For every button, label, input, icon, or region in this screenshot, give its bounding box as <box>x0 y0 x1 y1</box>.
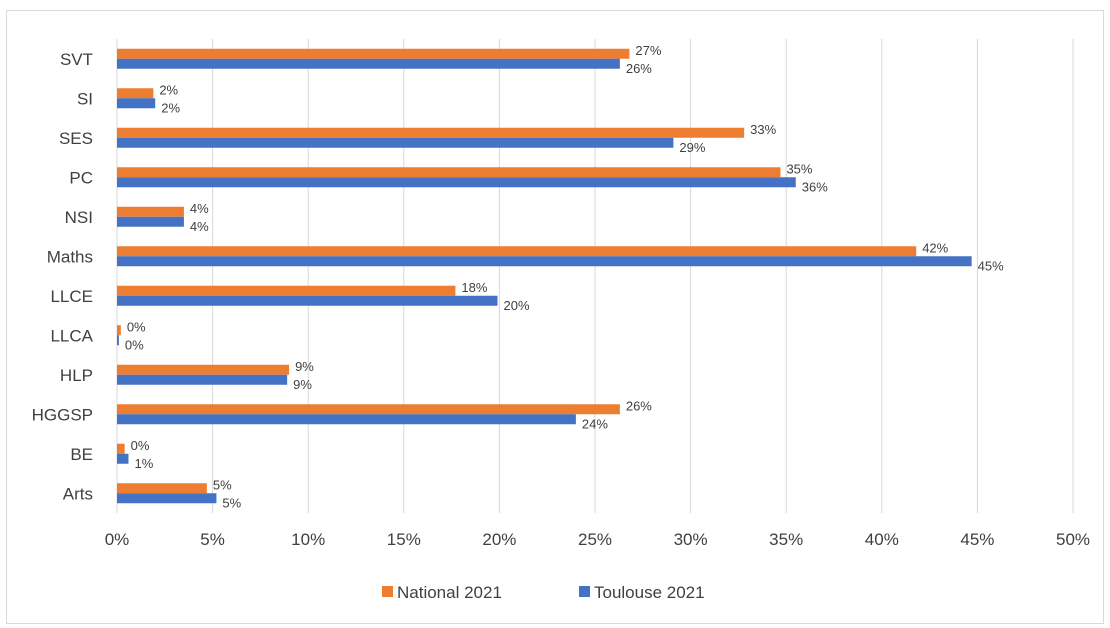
data-label: 27% <box>635 43 661 58</box>
x-tick-label: 5% <box>200 530 225 549</box>
data-label: 26% <box>626 398 652 413</box>
legend-swatch <box>382 586 393 597</box>
data-label: 2% <box>161 100 180 115</box>
category-label: NSI <box>65 208 93 227</box>
category-label: LLCE <box>50 287 93 306</box>
data-label: 29% <box>679 140 705 155</box>
category-label: SI <box>77 89 93 108</box>
bar-national <box>117 443 125 454</box>
category-labels: Arts BE HGGSP HLP LLCA LLCE Maths NSI PC SES SI SVT <box>32 50 94 504</box>
bar-toulouse <box>117 137 674 148</box>
bar-toulouse <box>117 98 156 109</box>
category-label: Arts <box>63 484 93 503</box>
bar-chart: Arts BE HGGSP HLP LLCA LLCE Maths NSI PC SES SI SVT… <box>32 39 1090 602</box>
data-label: 4% <box>190 219 209 234</box>
x-tick-label: 35% <box>769 530 803 549</box>
data-label: 0% <box>125 337 144 352</box>
x-tick-label: 0% <box>105 530 130 549</box>
x-tick-label: 45% <box>960 530 994 549</box>
bar-national <box>117 325 121 336</box>
data-label: 33% <box>750 122 776 137</box>
x-tick-label: 40% <box>865 530 899 549</box>
data-label: 9% <box>293 377 312 392</box>
data-label: 26% <box>626 61 652 76</box>
bar-toulouse <box>117 216 184 227</box>
x-tick-label: 50% <box>1056 530 1090 549</box>
category-label: BE <box>70 445 93 464</box>
bar-national <box>117 167 781 178</box>
x-tick-label: 15% <box>387 530 421 549</box>
category-label: HGGSP <box>32 405 93 424</box>
bar-national <box>117 206 184 217</box>
category-label: SES <box>59 129 93 148</box>
data-label: 9% <box>295 359 314 374</box>
category-label: LLCA <box>50 326 93 345</box>
data-label: 18% <box>461 280 487 295</box>
chart-frame: Arts BE HGGSP HLP LLCA LLCE Maths NSI PC SES SI SVT… <box>6 10 1104 624</box>
data-label: 24% <box>582 416 608 431</box>
data-label: 0% <box>127 319 146 334</box>
x-tick-label: 10% <box>291 530 325 549</box>
data-label: 4% <box>190 201 209 216</box>
bar-toulouse <box>117 177 796 188</box>
x-tick-label: 25% <box>578 530 612 549</box>
bar-national <box>117 48 630 59</box>
data-label: 5% <box>222 495 241 510</box>
data-label: 1% <box>134 456 153 471</box>
bar-national <box>117 88 154 99</box>
x-tick-label: 20% <box>482 530 516 549</box>
legend: National 2021 Toulouse 2021 <box>382 583 705 602</box>
grid-lines <box>116 39 1074 513</box>
bar-toulouse <box>117 493 217 504</box>
legend-entry-national: National 2021 <box>397 583 502 602</box>
data-label: 20% <box>503 298 529 313</box>
bar-national <box>117 127 745 138</box>
bar-national <box>117 483 207 494</box>
category-label: PC <box>69 168 93 187</box>
data-label: 42% <box>922 240 948 255</box>
bar-national <box>117 404 620 415</box>
data-label: 5% <box>213 477 232 492</box>
category-label: Maths <box>47 247 93 266</box>
bar-toulouse <box>117 256 972 267</box>
data-label: 2% <box>159 82 178 97</box>
bar-toulouse <box>117 335 119 346</box>
legend-swatch <box>579 586 590 597</box>
data-labels: 5% 5% 0% 1% 26% 24% 9% 9% 0% 0% 18% 20% 42% 45% 4% 4% 35… <box>125 43 1004 511</box>
bar-toulouse <box>117 58 620 69</box>
data-label: 0% <box>131 438 150 453</box>
bars <box>117 48 972 504</box>
bar-toulouse <box>117 414 576 425</box>
category-label: HLP <box>60 366 93 385</box>
bar-national <box>117 246 917 257</box>
bar-national <box>117 364 290 375</box>
x-tick-label: 30% <box>674 530 708 549</box>
bar-toulouse <box>117 453 129 464</box>
bar-toulouse <box>117 374 288 385</box>
data-label: 36% <box>802 179 828 194</box>
legend-entry-toulouse: Toulouse 2021 <box>594 583 705 602</box>
bar-national <box>117 285 456 296</box>
data-label: 45% <box>978 258 1004 273</box>
bar-toulouse <box>117 295 498 306</box>
category-label: SVT <box>60 50 93 69</box>
x-tick-labels: 0% 5% 10% 15% 20% 25% 30% 35% 40% 45% 50% <box>105 530 1090 549</box>
data-label: 35% <box>786 161 812 176</box>
